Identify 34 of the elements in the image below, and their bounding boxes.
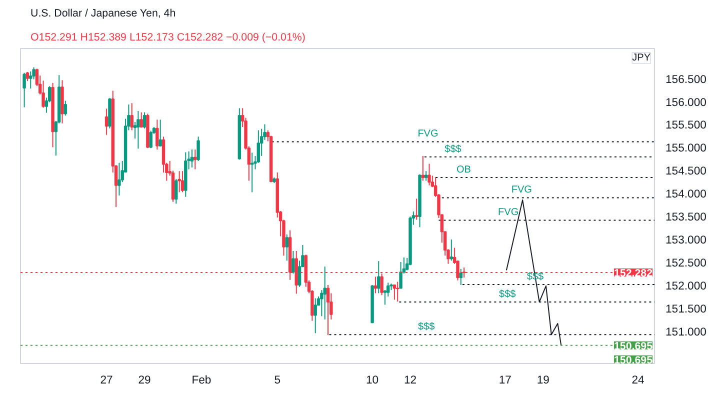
y-tick-label: 151.000 (666, 326, 706, 338)
x-tick-label: 19 (536, 374, 550, 386)
y-tick-label: 153.000 (666, 234, 706, 247)
annotation: $$$ (499, 288, 516, 300)
y-tick-label: 156.500 (666, 74, 706, 86)
ref-line-label: 150.695 (614, 340, 653, 352)
annotation: FVG (418, 128, 438, 140)
y-tick-label: 151.500 (666, 303, 706, 316)
x-tick-label: 17 (498, 374, 512, 386)
y-tick-label: 154.500 (666, 166, 706, 178)
ref-line-label: 152.282 (614, 267, 653, 280)
y-tick-label: 156.000 (666, 96, 706, 109)
annotation: OB (456, 164, 472, 176)
annotation: $$$ (444, 144, 462, 155)
y-tick-label: 153.500 (666, 212, 706, 224)
annotation: 150.695 (614, 354, 653, 366)
y-tick-label: 155.000 (666, 142, 706, 155)
x-tick-label: 10 (366, 374, 379, 386)
x-tick-label: 5 (274, 374, 281, 386)
chart-title: U.S. Dollar / Japanese Yen, 4h (30, 8, 176, 20)
x-tick-label: Feb (192, 374, 212, 386)
chart-subtitle: O152.291 H152.389 L152.173 C152.282 −0.009 (−0.01%) (30, 32, 306, 44)
annotation: FVG (511, 184, 532, 196)
y-tick-label: 152.500 (666, 257, 706, 270)
x-tick-label: 24 (632, 374, 644, 386)
x-tick-label: 27 (100, 374, 113, 386)
x-tick-label: 29 (138, 374, 151, 386)
y-tick-label: 152.000 (666, 280, 706, 292)
y-tick-label: 154.000 (666, 188, 706, 201)
annotation: JPY (632, 52, 651, 64)
x-tick-label: 12 (404, 374, 417, 386)
annotation: FVG (498, 207, 519, 218)
annotation: $$$ (418, 322, 436, 333)
y-tick-label: 155.500 (666, 120, 706, 132)
